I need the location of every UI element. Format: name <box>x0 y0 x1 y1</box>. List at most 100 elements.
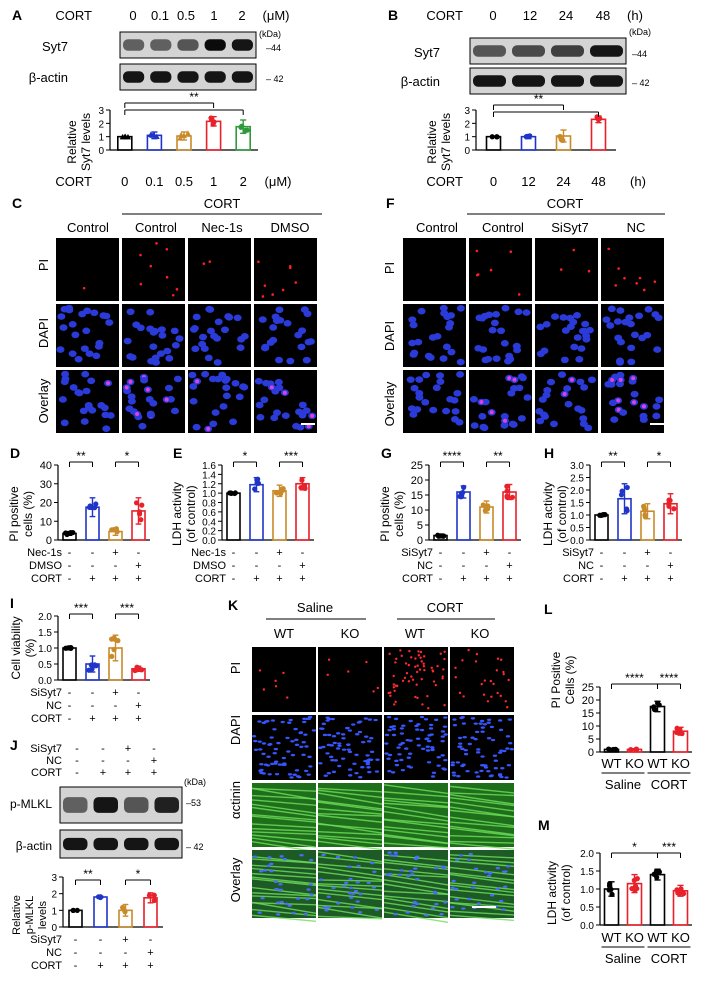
K-fiber <box>449 825 515 836</box>
K-ov-nucleus <box>476 902 481 905</box>
K-pi-dot <box>414 657 417 660</box>
D-sign: - <box>68 547 72 559</box>
F-nucleus <box>492 355 501 362</box>
C-nucleus <box>59 324 68 331</box>
B-syt7-band <box>473 45 506 57</box>
B-x-label: 12 <box>521 174 535 189</box>
A-y-label: Relative <box>65 120 79 164</box>
C-nucleus <box>254 377 263 385</box>
D-sign: - <box>91 560 95 572</box>
K-pi-dot <box>282 671 285 675</box>
K-nucleus <box>408 719 413 723</box>
C-nucleus <box>188 371 197 379</box>
D-sign: + <box>89 573 95 585</box>
K-nucleus <box>384 733 390 737</box>
K-nucleus <box>458 745 463 748</box>
K-nucleus <box>282 762 287 765</box>
D-sign: + <box>135 573 141 585</box>
F-nucleus <box>644 306 653 313</box>
K-nucleus <box>301 741 306 744</box>
I-y-label: (%) <box>23 639 37 658</box>
H-point <box>618 492 625 498</box>
K-nucleus <box>458 742 463 745</box>
H-point <box>671 506 677 512</box>
K-nucleus <box>423 718 429 721</box>
F-ov-dot <box>479 400 484 405</box>
K-pi-dot <box>420 660 423 663</box>
K-pi-dot <box>411 678 415 681</box>
K-fiber <box>383 791 449 798</box>
K-nucleus <box>281 756 287 760</box>
E-y-tick-label: 1.6 <box>202 461 216 472</box>
M-point <box>674 887 680 893</box>
K-nucleus <box>463 752 469 756</box>
K-fiber <box>317 898 383 910</box>
K-image <box>450 647 514 712</box>
K-fiber <box>449 884 515 894</box>
L-group: CORT <box>651 777 688 792</box>
K-ov-nucleus <box>318 878 324 881</box>
C-nucleus <box>189 326 198 333</box>
F-ov-dot <box>632 400 637 405</box>
K-nucleus <box>384 752 389 755</box>
K-ov-nucleus <box>356 864 361 868</box>
B-x-label: 0 <box>490 174 497 189</box>
K-nucleus <box>426 739 432 743</box>
K-nucleus <box>463 748 468 752</box>
A-blot-mw: – 42 <box>266 74 284 84</box>
C-nucleus <box>302 356 311 364</box>
K-pi-dot <box>430 666 433 669</box>
L-y-tick-label: 25 <box>582 682 594 694</box>
B-y-tick-label: 0 <box>464 146 470 157</box>
K-nucleus <box>337 742 342 745</box>
K-pi-dot <box>462 695 465 698</box>
K-pi-dot <box>441 677 444 680</box>
G-y-tick-label: 0 <box>417 535 423 547</box>
K-nucleus <box>340 757 346 760</box>
F-nucleus <box>439 355 448 362</box>
C-nucleus <box>192 313 201 321</box>
K-nucleus <box>298 731 303 735</box>
F-nucleus <box>514 308 523 316</box>
F-nucleus <box>456 371 465 378</box>
K-pi-dot <box>401 679 405 683</box>
C-ov-dot <box>135 412 140 417</box>
K-ov-nucleus <box>282 857 288 861</box>
E-y-label: LDH activity <box>170 482 184 546</box>
A-dose: 1 <box>210 8 217 23</box>
K-pi-dot <box>426 694 429 698</box>
K-nucleus <box>431 771 437 774</box>
M-x-label: WT <box>647 930 667 945</box>
C-nucleus <box>57 313 66 320</box>
K-image <box>384 715 448 780</box>
F-ov-dot <box>631 376 636 381</box>
C-nucleus <box>261 343 270 351</box>
K-fiber <box>449 860 515 867</box>
K-ov-nucleus <box>275 888 280 891</box>
C-nucleus <box>145 396 154 403</box>
K-nucleus <box>290 753 296 757</box>
G-row-label: SiSyt7 <box>401 547 433 559</box>
K-fiber <box>449 873 515 884</box>
I-sign: - <box>68 713 72 725</box>
F-nucleus <box>627 358 636 366</box>
K-nucleus <box>322 733 328 737</box>
K-nucleus <box>326 772 332 775</box>
F-col-label: Control <box>416 220 458 235</box>
F-nucleus <box>408 339 417 347</box>
K-ov-nucleus <box>441 866 447 870</box>
C-pi-dot <box>82 286 86 290</box>
K-fiber <box>449 901 515 908</box>
C-nucleus <box>71 331 80 339</box>
K-nucleus <box>492 754 498 757</box>
B-point <box>560 137 566 143</box>
K-nucleus <box>273 747 279 751</box>
K-nucleus <box>331 735 337 738</box>
K-ov-nucleus <box>466 858 472 862</box>
K-fiber <box>383 829 449 838</box>
J-bar <box>93 896 108 928</box>
E-bar <box>272 489 287 541</box>
K-fiber <box>449 857 515 864</box>
J-bar <box>68 909 83 928</box>
B-blot-mw: –44 <box>632 49 647 59</box>
